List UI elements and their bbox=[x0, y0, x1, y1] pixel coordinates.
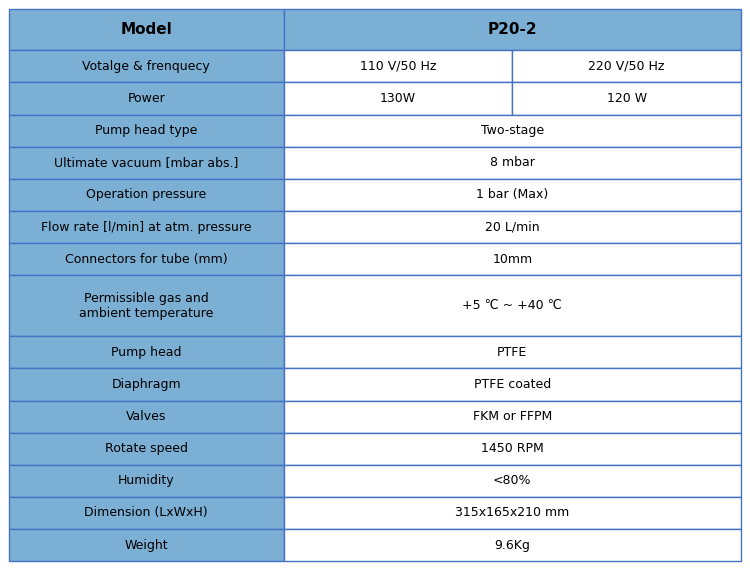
Bar bbox=[284, 465, 741, 497]
Text: Pump head type: Pump head type bbox=[95, 124, 197, 137]
Bar bbox=[9, 336, 284, 369]
Text: 1450 RPM: 1450 RPM bbox=[481, 442, 544, 455]
Bar bbox=[284, 147, 741, 179]
Text: Permissible gas and
ambient temperature: Permissible gas and ambient temperature bbox=[79, 292, 214, 320]
Bar bbox=[9, 82, 284, 115]
Text: 130W: 130W bbox=[380, 92, 416, 105]
Bar bbox=[9, 433, 284, 465]
Bar bbox=[9, 243, 284, 275]
Text: Diaphragm: Diaphragm bbox=[112, 378, 181, 391]
Text: Operation pressure: Operation pressure bbox=[86, 189, 206, 202]
Bar bbox=[9, 179, 284, 211]
Bar bbox=[284, 51, 512, 82]
Bar bbox=[9, 51, 284, 82]
Text: 9.6Kg: 9.6Kg bbox=[494, 538, 530, 552]
Bar bbox=[512, 82, 741, 115]
Text: Flow rate [l/min] at atm. pressure: Flow rate [l/min] at atm. pressure bbox=[41, 220, 251, 233]
Text: 1 bar (Max): 1 bar (Max) bbox=[476, 189, 548, 202]
Text: PTFE coated: PTFE coated bbox=[474, 378, 550, 391]
Bar bbox=[284, 529, 741, 561]
Bar bbox=[284, 369, 741, 400]
Text: Two-stage: Two-stage bbox=[481, 124, 544, 137]
Text: FKM or FFPM: FKM or FFPM bbox=[472, 410, 552, 423]
Bar bbox=[9, 9, 284, 51]
Bar bbox=[284, 9, 741, 51]
Bar bbox=[9, 465, 284, 497]
Bar bbox=[9, 529, 284, 561]
Text: <80%: <80% bbox=[493, 474, 532, 487]
Bar bbox=[284, 179, 741, 211]
Text: PTFE: PTFE bbox=[497, 346, 527, 359]
Text: 220 V/50 Hz: 220 V/50 Hz bbox=[589, 60, 664, 73]
Bar bbox=[284, 82, 512, 115]
Text: 120 W: 120 W bbox=[607, 92, 646, 105]
Text: 10mm: 10mm bbox=[492, 253, 532, 266]
Bar bbox=[284, 336, 741, 369]
Text: +5 ℃ ~ +40 ℃: +5 ℃ ~ +40 ℃ bbox=[463, 299, 562, 312]
Text: 8 mbar: 8 mbar bbox=[490, 156, 535, 169]
Text: 110 V/50 Hz: 110 V/50 Hz bbox=[360, 60, 436, 73]
Bar bbox=[284, 497, 741, 529]
Bar bbox=[284, 433, 741, 465]
Text: P20-2: P20-2 bbox=[488, 22, 537, 37]
Bar bbox=[9, 115, 284, 147]
Text: 20 L/min: 20 L/min bbox=[485, 220, 539, 233]
Bar bbox=[284, 243, 741, 275]
Bar bbox=[512, 51, 741, 82]
Text: Weight: Weight bbox=[124, 538, 168, 552]
Text: Valves: Valves bbox=[126, 410, 166, 423]
Bar bbox=[9, 497, 284, 529]
Bar bbox=[284, 400, 741, 433]
Bar bbox=[9, 211, 284, 243]
Text: Humidity: Humidity bbox=[118, 474, 175, 487]
Text: 315x165x210 mm: 315x165x210 mm bbox=[455, 507, 569, 520]
Bar bbox=[284, 115, 741, 147]
Bar bbox=[9, 147, 284, 179]
Bar bbox=[9, 275, 284, 336]
Bar bbox=[9, 369, 284, 400]
Bar bbox=[9, 400, 284, 433]
Text: Power: Power bbox=[128, 92, 165, 105]
Text: Dimension (LxWxH): Dimension (LxWxH) bbox=[85, 507, 208, 520]
Text: Connectors for tube (mm): Connectors for tube (mm) bbox=[65, 253, 227, 266]
Bar bbox=[284, 275, 741, 336]
Text: Ultimate vacuum [mbar abs.]: Ultimate vacuum [mbar abs.] bbox=[54, 156, 238, 169]
Bar bbox=[284, 211, 741, 243]
Text: Rotate speed: Rotate speed bbox=[105, 442, 188, 455]
Text: Model: Model bbox=[120, 22, 172, 37]
Text: Votalge & frenquecy: Votalge & frenquecy bbox=[82, 60, 210, 73]
Text: Pump head: Pump head bbox=[111, 346, 182, 359]
